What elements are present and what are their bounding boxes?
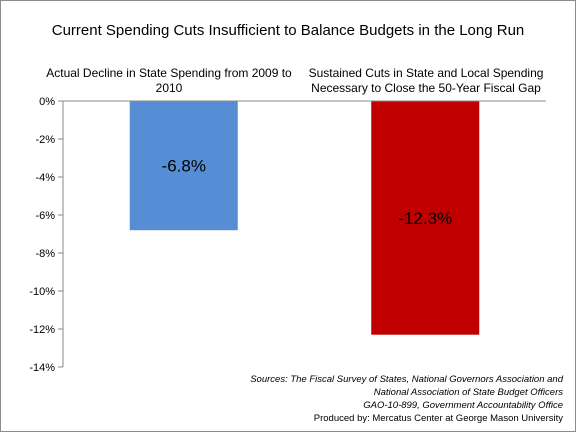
sources-line-3: GAO-10-899, Government Accountability Of… xyxy=(363,400,563,411)
y-tick-label: -2% xyxy=(35,134,55,146)
chart-title: Current Spending Cuts Insufficient to Ba… xyxy=(52,22,525,39)
bars: -6.8% -12.3% xyxy=(129,101,480,335)
bar-2 xyxy=(371,101,480,335)
data-label-2: -12.3% xyxy=(398,209,452,228)
category-label-1: Actual Decline in State Spending from 20… xyxy=(46,66,292,95)
category-labels: Actual Decline in State Spending from 20… xyxy=(46,66,543,95)
sources-line-1: Sources: The Fiscal Survey of States, Na… xyxy=(250,374,563,385)
y-tick-label: -12% xyxy=(29,324,55,336)
data-label-1: -6.8% xyxy=(162,157,206,176)
sources-line-2: National Association of State Budget Off… xyxy=(373,387,563,398)
y-tick-label: -4% xyxy=(35,172,55,184)
bar-1 xyxy=(129,101,238,231)
y-tick-label: -10% xyxy=(29,286,55,298)
credit-line: Produced by: Mercatus Center at George M… xyxy=(313,413,563,424)
sources-note: Sources: The Fiscal Survey of States, Na… xyxy=(203,373,563,425)
category-label-2: Sustained Cuts in State and Local Spendi… xyxy=(309,66,544,95)
y-axis: 0% -2% -4% -6% -8% -10% -12% -14% xyxy=(29,96,64,374)
y-tick-label: 0% xyxy=(39,96,55,108)
y-tick-label: -6% xyxy=(35,210,55,222)
y-tick-label: -8% xyxy=(35,248,55,260)
y-tick-label: -14% xyxy=(29,362,55,374)
